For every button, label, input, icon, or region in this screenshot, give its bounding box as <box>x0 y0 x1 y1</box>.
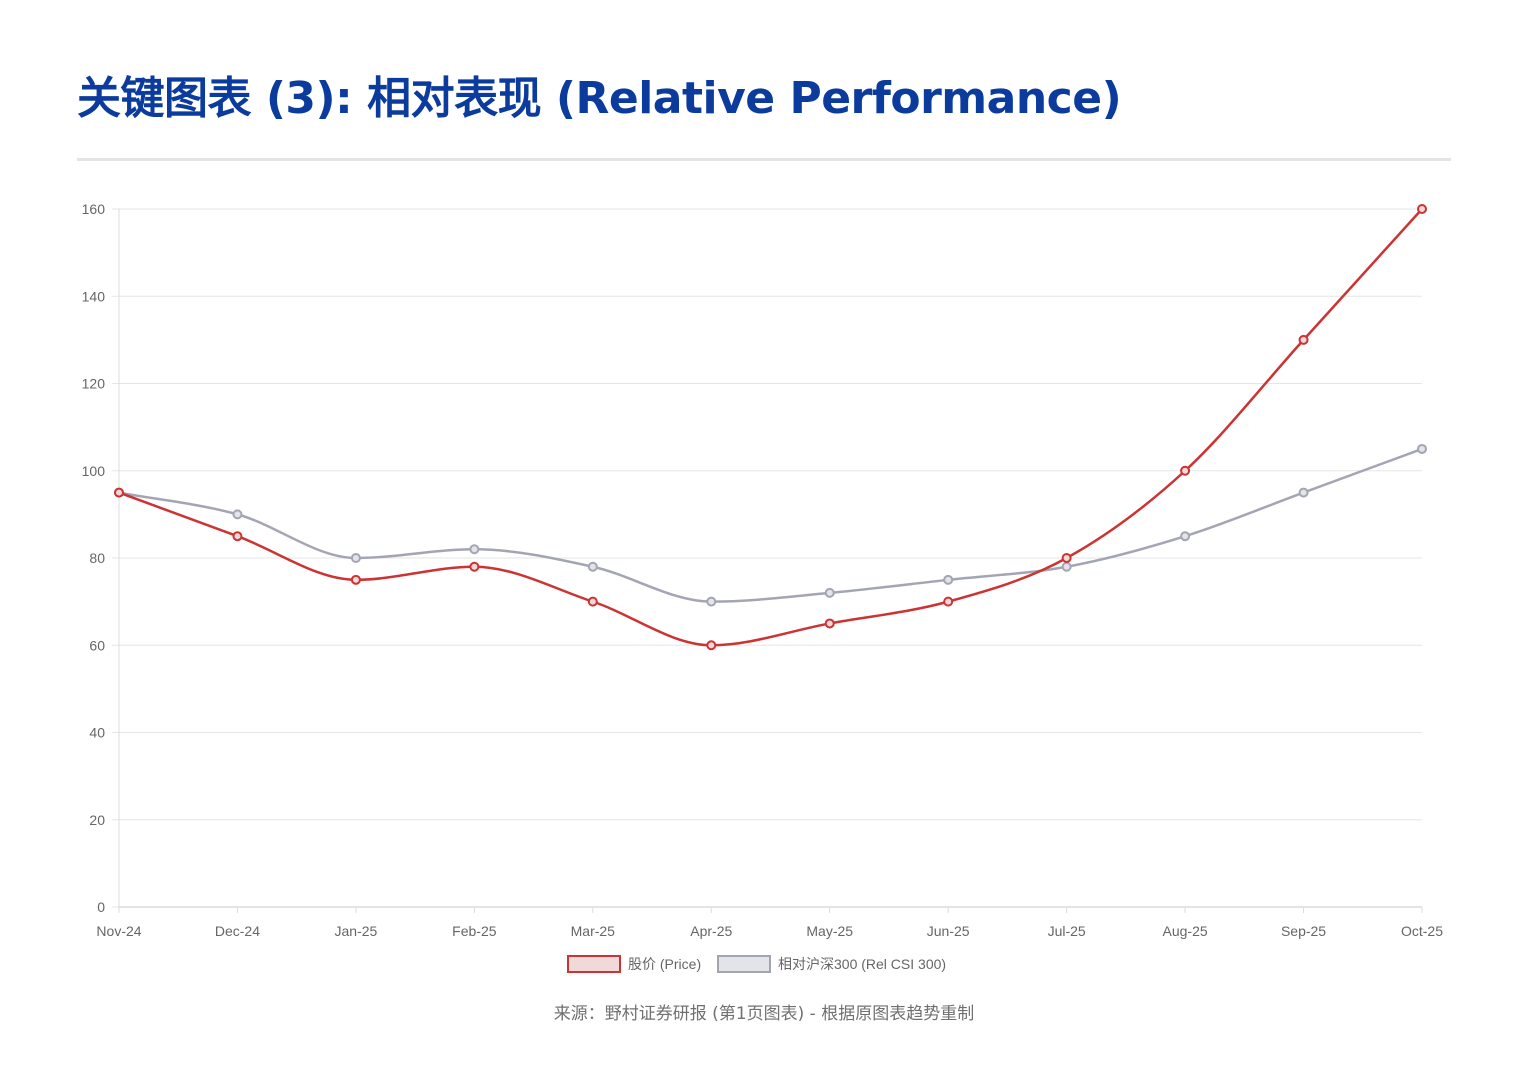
y-tick-label: 60 <box>89 637 105 653</box>
x-tick-label: Nov-24 <box>96 923 141 939</box>
grid-lines <box>119 208 1422 908</box>
index-data-point <box>706 596 717 607</box>
x-tick-label: Sep-25 <box>1281 923 1326 939</box>
legend[interactable]: 股价 (Price) 相对沪深300 (Rel CSI 300) <box>567 955 946 973</box>
x-tick-label: Dec-24 <box>215 923 260 939</box>
price-data-point <box>232 531 243 542</box>
y-tick-label: 20 <box>89 812 105 828</box>
price-data-point <box>587 596 598 607</box>
x-tick-label: Jun-25 <box>927 923 970 939</box>
x-tick-label: Mar-25 <box>571 923 616 939</box>
x-tick-label: Jul-25 <box>1048 923 1086 939</box>
y-tick-label: 0 <box>97 899 105 915</box>
page-title: 关键图表 (3): 相对表现 (Relative Performance) <box>77 73 1122 124</box>
x-tick-label: Jan-25 <box>335 923 378 939</box>
axes: 0 20 40 60 80 100 120 140 160 Nov-24 Dec-24 Jan-25 F… <box>82 201 1444 939</box>
price-data-point <box>1180 465 1191 476</box>
index-data-point <box>1417 443 1427 454</box>
index-data-point <box>1180 531 1191 542</box>
y-tick-label: 80 <box>89 550 105 566</box>
index-data-point <box>232 509 243 520</box>
price-data-point <box>350 574 361 585</box>
y-tick-label: 140 <box>82 288 106 304</box>
x-tick-label: Apr-25 <box>690 923 732 939</box>
index-data-point <box>587 561 598 572</box>
price-data-point <box>943 596 954 607</box>
index-data-point <box>469 544 480 555</box>
index-data-point <box>1298 487 1309 498</box>
price-series-line <box>118 208 1423 647</box>
price-data-point <box>1417 204 1427 214</box>
x-tick-label: Feb-25 <box>452 923 497 939</box>
price-data-point <box>469 561 480 572</box>
legend-swatch-index <box>717 955 771 973</box>
price-data-point <box>824 618 835 629</box>
index-data-point <box>824 587 835 598</box>
y-tick-label: 160 <box>82 201 106 217</box>
x-tick-label: Aug-25 <box>1163 923 1208 939</box>
legend-label-price: 股价 (Price) <box>628 956 701 972</box>
price-data-point <box>1298 334 1309 345</box>
legend-label-index: 相对沪深300 (Rel CSI 300) <box>778 956 946 972</box>
price-data-point <box>1061 553 1072 563</box>
title-divider <box>77 158 1451 161</box>
index-data-point <box>1061 561 1072 572</box>
legend-swatch-price <box>567 955 621 973</box>
price-data-point <box>114 487 124 498</box>
data-series <box>114 204 1427 651</box>
y-tick-label: 100 <box>82 463 106 479</box>
y-tick-label: 40 <box>89 725 105 741</box>
x-tick-label: May-25 <box>806 923 853 939</box>
price-data-point <box>706 640 717 651</box>
index-series-line <box>118 447 1423 603</box>
source-note: 来源：野村证券研报 (第1页图表) - 根据原图表趋势重制 <box>553 1004 975 1024</box>
y-tick-label: 120 <box>82 376 106 392</box>
index-data-point <box>943 574 954 585</box>
x-tick-label: Oct-25 <box>1401 923 1443 939</box>
legend-item-index[interactable]: 相对沪深300 (Rel CSI 300) <box>717 955 946 973</box>
legend-item-price[interactable]: 股价 (Price) <box>567 955 701 973</box>
index-data-point <box>350 553 361 563</box>
